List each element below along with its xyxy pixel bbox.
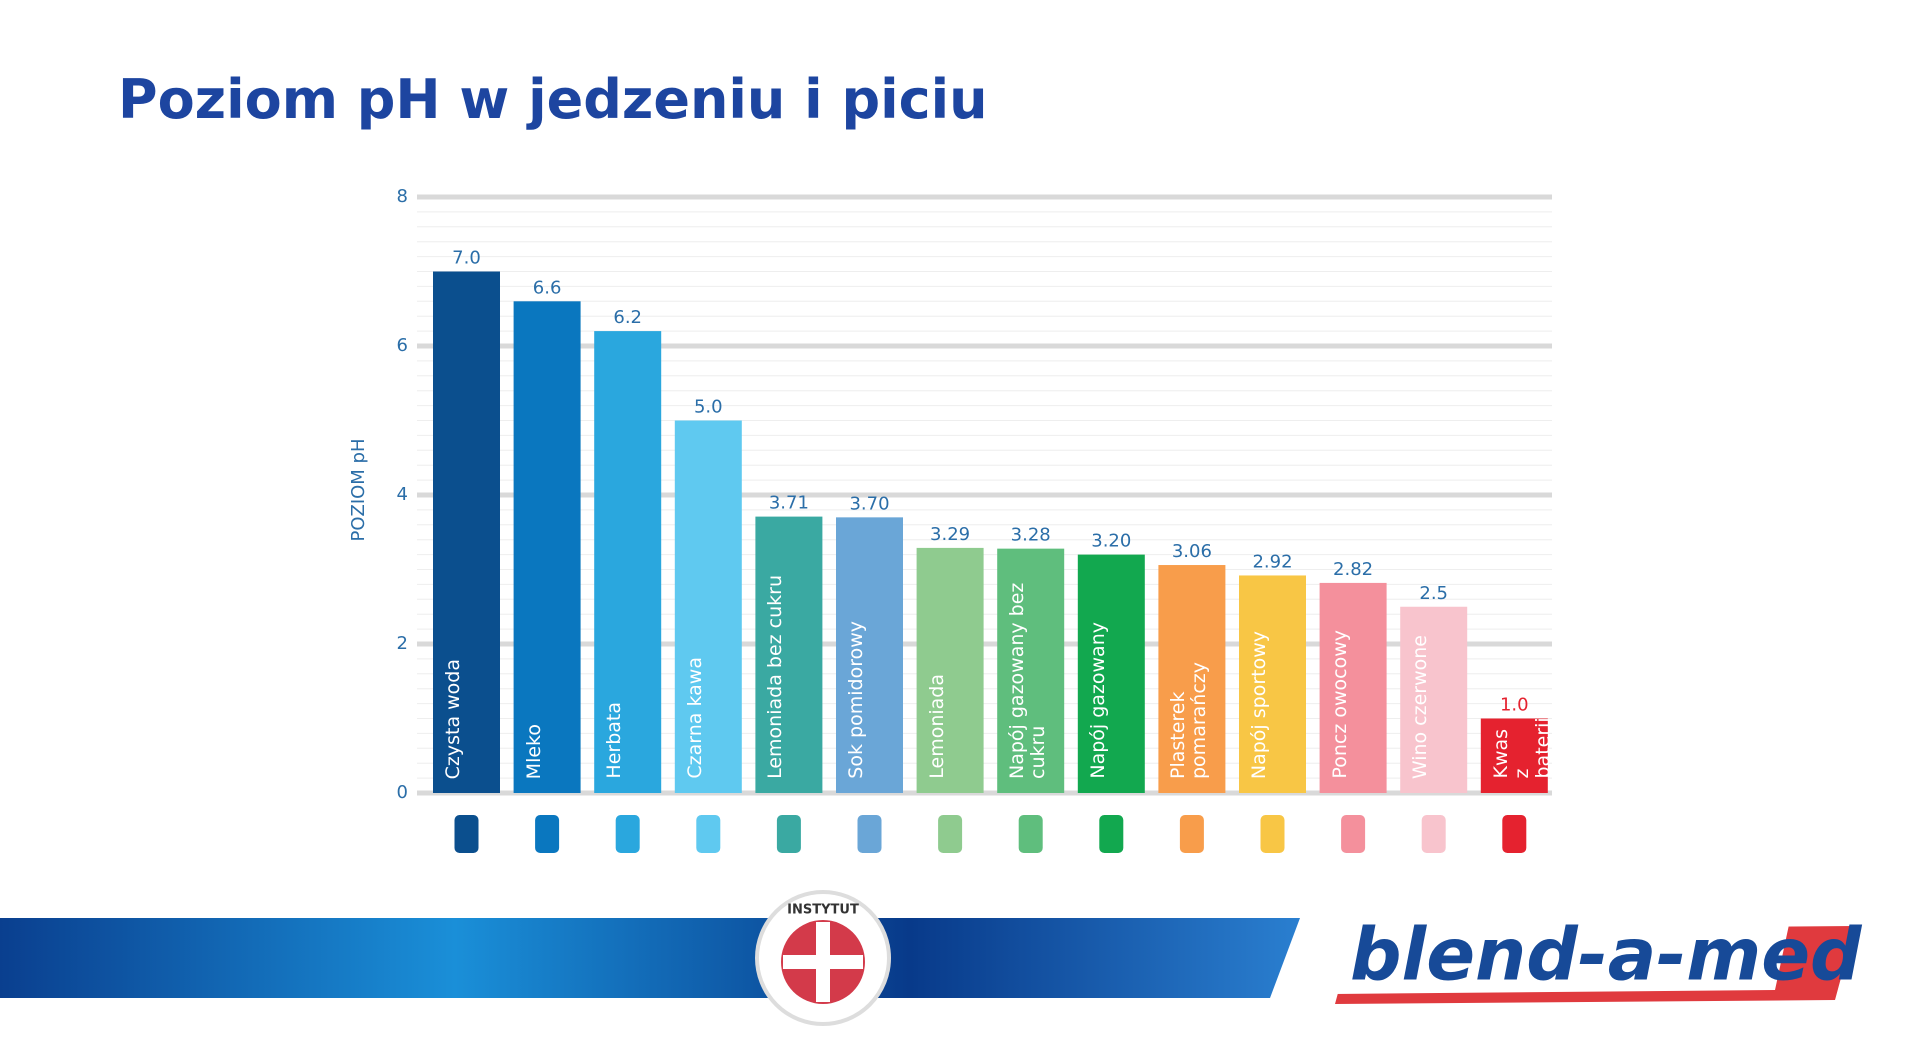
logo-text: blend-a-med [1350, 913, 1863, 997]
bar [1319, 582, 1387, 793]
icon [1421, 815, 1446, 853]
bar [433, 271, 500, 793]
value-label: 3.20 [1091, 531, 1131, 552]
icon [1179, 815, 1204, 853]
bar [1158, 565, 1226, 793]
category-label: Sok pomidorowy [845, 621, 867, 779]
logo-inner [1334, 920, 1790, 994]
y-tick-label: 2 [397, 633, 408, 654]
value-label: 2.92 [1252, 551, 1292, 572]
value-label: 3.28 [1011, 525, 1051, 546]
category-label: Napój gazowany [1086, 622, 1109, 779]
icon [1018, 815, 1043, 853]
bar [916, 547, 984, 793]
value-label: 2.82 [1333, 559, 1373, 580]
y-tick-label: 0 [397, 782, 408, 803]
value-label: 6.2 [613, 307, 642, 328]
category-label: Plasterek pomarańczy [1167, 662, 1211, 779]
y-tick-label: 4 [397, 484, 408, 505]
category-label: Wino czerwone [1409, 635, 1432, 780]
category-label: Kwas z baterii [1489, 717, 1554, 779]
value-label: 5.0 [694, 397, 723, 418]
bar [1400, 606, 1468, 793]
icon [1260, 815, 1285, 853]
value-label: 2.5 [1419, 583, 1448, 604]
category-label: Czysta woda [442, 659, 464, 780]
bar [1480, 718, 1548, 793]
icon [776, 815, 801, 853]
category-label: Napój gazowany bez cukru [1006, 582, 1050, 779]
value-label: 3.71 [769, 493, 809, 514]
value-label: 1.0 [1500, 695, 1529, 716]
badge-cross-h [783, 955, 863, 969]
category-label: Czarna kawa [683, 657, 706, 779]
icon [1099, 815, 1124, 853]
bar [755, 516, 823, 793]
value-label: 3.06 [1172, 541, 1212, 562]
icon [454, 815, 479, 853]
category-label: Herbata [603, 702, 626, 779]
value-label: 3.29 [930, 524, 970, 545]
bar [1077, 554, 1145, 793]
icon [696, 815, 721, 853]
category-label: Poncz owocowy [1328, 630, 1351, 779]
icon [1502, 815, 1527, 853]
chart-title: Poziom pH w jedzeniu i piciu [118, 68, 988, 131]
icon [1341, 815, 1366, 853]
icon [938, 815, 963, 853]
icon [535, 815, 560, 853]
value-label: 7.0 [452, 248, 481, 269]
bar [836, 517, 903, 793]
badge-text: INSTYTUT [787, 903, 859, 918]
bar [674, 420, 742, 793]
footer-band [0, 918, 1300, 998]
y-tick-label: 6 [397, 335, 408, 356]
bar [513, 301, 581, 793]
bar [997, 548, 1065, 793]
value-label: 3.70 [849, 493, 889, 514]
icon [857, 815, 882, 853]
bar [594, 331, 662, 793]
category-label: Lemoniada [925, 674, 948, 779]
value-label: 6.6 [533, 277, 562, 298]
bar [1239, 575, 1306, 793]
category-label: Napój sportowy [1248, 631, 1270, 780]
y-axis-label: POZIOM pH [348, 438, 369, 541]
icon [615, 815, 640, 853]
y-tick-label: 8 [397, 186, 408, 207]
category-label: Mleko [522, 724, 545, 780]
category-label: Lemoniada bez cukru [764, 575, 787, 779]
